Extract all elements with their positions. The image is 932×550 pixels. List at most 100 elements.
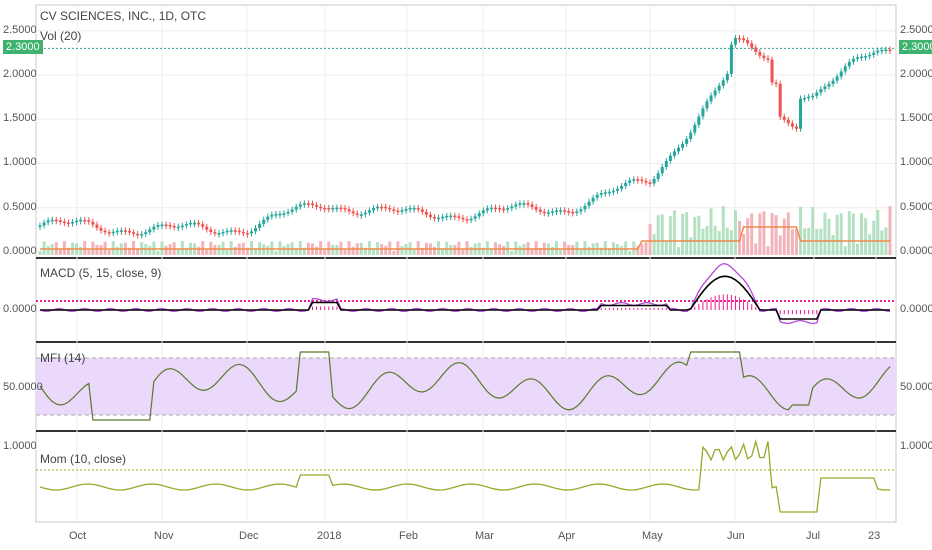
candle-body xyxy=(254,228,258,232)
volume-bar xyxy=(107,249,111,255)
candle-body xyxy=(359,214,363,216)
volume-bar xyxy=(396,241,400,255)
volume-bar xyxy=(831,235,835,255)
volume-bar xyxy=(819,228,823,255)
candle-body xyxy=(526,203,530,205)
volume-bar xyxy=(331,244,335,255)
candle-body xyxy=(717,85,721,91)
volume-bar xyxy=(384,245,388,255)
candle-body xyxy=(628,180,632,183)
candle-body xyxy=(811,95,815,98)
volume-bar xyxy=(860,213,864,255)
volume-bar xyxy=(245,247,249,255)
volume-bar xyxy=(371,248,375,255)
candle-body xyxy=(62,221,66,224)
volume-bar xyxy=(518,245,522,255)
candle-body xyxy=(156,225,160,227)
volume-bar xyxy=(298,241,302,255)
candle-body xyxy=(872,52,876,55)
volume-bar xyxy=(697,215,701,255)
volume-bar xyxy=(668,216,672,255)
candle-body xyxy=(847,61,851,67)
volume-bar xyxy=(754,243,758,255)
volume-bar xyxy=(58,248,62,255)
candle-body xyxy=(136,233,140,236)
candle-body xyxy=(168,225,172,227)
candle-body xyxy=(245,233,249,235)
candle-body xyxy=(742,38,746,41)
candle-body xyxy=(327,207,331,210)
y-tick-label: 2.5000 xyxy=(3,23,37,36)
plot-frame xyxy=(35,4,897,523)
volume-bar xyxy=(530,248,534,255)
candle-body xyxy=(428,214,432,217)
candle-body xyxy=(152,226,156,230)
candle-body xyxy=(489,207,493,210)
volume-bar xyxy=(607,248,611,255)
volume-bar xyxy=(701,228,705,255)
candle-body xyxy=(888,49,892,52)
candle-body xyxy=(770,59,774,83)
candle-body xyxy=(876,50,880,53)
candle-body xyxy=(762,55,766,59)
y-tick-label: 1.5000 xyxy=(900,112,932,125)
y-tick-label: 1.0000 xyxy=(900,156,932,169)
volume-bar xyxy=(449,244,453,255)
candle-body xyxy=(851,58,855,62)
volume-bar xyxy=(294,248,298,255)
candle-body xyxy=(310,203,314,206)
volume-label: Vol (20) xyxy=(40,29,82,43)
candle-body xyxy=(213,231,217,234)
candle-body xyxy=(587,201,591,206)
volume-bar xyxy=(502,245,506,255)
mfi-line xyxy=(39,351,891,421)
volume-bar xyxy=(624,241,628,255)
volume-bar xyxy=(599,247,603,255)
candle-body xyxy=(729,44,733,74)
momentum-line xyxy=(39,438,891,513)
price-badge-right: 2.3000 xyxy=(899,40,932,55)
volume-bar xyxy=(164,245,168,255)
candle-body xyxy=(571,211,575,214)
candle-body xyxy=(388,207,392,210)
volume-bar xyxy=(351,246,355,255)
candle-body xyxy=(103,230,107,233)
candle-body xyxy=(518,203,522,205)
volume-bar xyxy=(583,241,587,255)
candle-body xyxy=(184,224,188,226)
candle-body xyxy=(335,207,339,210)
candle-body xyxy=(636,179,640,181)
x-tick-label: 23 xyxy=(868,530,881,542)
candle-body xyxy=(266,216,270,220)
volume-bar xyxy=(534,241,538,255)
candle-body xyxy=(290,209,294,212)
candle-body xyxy=(542,211,546,214)
y-tick-label: 0.5000 xyxy=(900,200,932,213)
x-tick-label: May xyxy=(642,530,663,542)
candle-body xyxy=(50,219,54,222)
chart-title: CV SCIENCES, INC., 1D, OTC xyxy=(40,9,207,23)
volume-bar xyxy=(132,241,136,255)
candle-body xyxy=(241,231,245,234)
macd-label: MACD (5, 15, close, 9) xyxy=(40,266,162,280)
candle-body xyxy=(347,209,351,212)
candle-body xyxy=(160,224,164,227)
candle-body xyxy=(677,147,681,152)
candle-body xyxy=(644,180,648,183)
macd-line xyxy=(39,262,891,325)
volume-bar xyxy=(66,247,70,255)
volume-bar xyxy=(233,246,237,255)
candle-body xyxy=(42,222,46,226)
candle-body xyxy=(176,226,180,229)
candle-body xyxy=(656,173,660,179)
candle-body xyxy=(559,210,563,212)
candle-body xyxy=(689,132,693,139)
volume-bar xyxy=(400,245,404,255)
candle-body xyxy=(494,207,498,210)
candle-body xyxy=(668,155,672,161)
candle-body xyxy=(778,83,782,117)
volume-bar xyxy=(603,241,607,255)
candle-body xyxy=(819,89,823,93)
volume-bar xyxy=(38,251,42,255)
volume-bar xyxy=(855,243,859,255)
